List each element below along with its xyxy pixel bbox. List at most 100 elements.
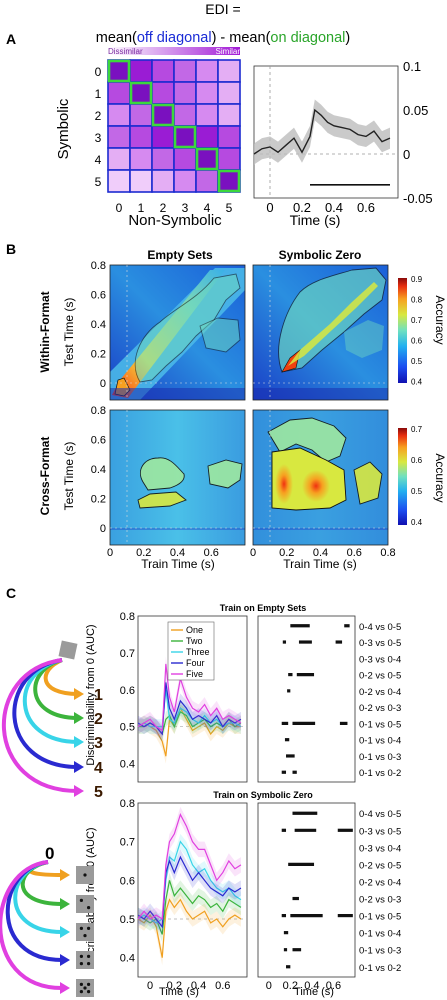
matrix-cell bbox=[129, 147, 153, 171]
accuracy-colorbar-within bbox=[398, 278, 407, 383]
number-label: 5 bbox=[94, 784, 103, 801]
colorbar-tick-cross: 0.6 bbox=[411, 456, 423, 465]
diagonal-cell-outline bbox=[151, 103, 175, 127]
matrix-x-tick: 2 bbox=[160, 201, 167, 215]
auc-x-tick: 0.2 bbox=[167, 980, 182, 992]
auc-error-band bbox=[138, 849, 241, 935]
comparison-label: 0-4 vs 0-5 bbox=[359, 622, 401, 633]
comparison-label: 0-3 vs 0-4 bbox=[359, 654, 401, 665]
colorbar-tick-within: 0.9 bbox=[411, 275, 423, 284]
matrix-cell bbox=[173, 125, 197, 149]
colorbar-tick-cross: 0.5 bbox=[411, 487, 423, 496]
edi-y-tick: 0.05 bbox=[403, 103, 428, 118]
heatmap-x-tick: 0.2 bbox=[279, 547, 294, 559]
edi-formula: mean(off diagonal) - mean(on diagonal) bbox=[96, 30, 351, 46]
matrix-cell bbox=[173, 59, 197, 83]
auc-y-tick: 0.5 bbox=[120, 914, 135, 926]
heatmap-x-tick: 0.6 bbox=[347, 547, 362, 559]
heatmap-y-tick: 0.2 bbox=[91, 494, 106, 506]
matrix-cell bbox=[195, 81, 219, 105]
colorbar-tick-within: 0.6 bbox=[411, 337, 423, 346]
heatmap-x-tick: 0.6 bbox=[204, 547, 219, 559]
legend-entry: Five bbox=[186, 669, 203, 679]
matrix-cell bbox=[151, 81, 175, 105]
legend-entry: One bbox=[186, 625, 203, 635]
similarity-colorbar bbox=[108, 47, 240, 55]
edi-y-tick: -0.05 bbox=[403, 191, 433, 206]
matrix-cell bbox=[129, 81, 153, 105]
comparison-label: 0-1 vs 0-5 bbox=[359, 912, 401, 923]
matrix-cell bbox=[129, 125, 153, 149]
comparison-label: 0-1 vs 0-3 bbox=[359, 946, 401, 957]
schematic-zero-to-dots: 0 bbox=[0, 844, 94, 997]
sig-xlabel: Time (s) bbox=[294, 986, 334, 998]
within-ylabel: Test Time (s) bbox=[62, 298, 76, 367]
comparison-label: 0-1 vs 0-4 bbox=[359, 929, 401, 940]
number-label: 4 bbox=[94, 760, 103, 777]
heatmap-within-symbolic-zero bbox=[253, 265, 388, 400]
auc-y-tick: 0.8 bbox=[120, 798, 135, 810]
matrix-y-tick: 1 bbox=[95, 87, 102, 101]
number-label: 3 bbox=[94, 735, 103, 752]
comparison-label: 0-2 vs 0-4 bbox=[359, 877, 401, 888]
arrow-head-icon bbox=[60, 982, 70, 994]
comparison-label: 0-1 vs 0-2 bbox=[359, 963, 401, 974]
arrow-head-icon bbox=[74, 761, 84, 773]
diagonal-cell-outline bbox=[173, 125, 197, 149]
diagonal-cell-outline bbox=[107, 59, 131, 83]
heatmap-y-tick: 0 bbox=[100, 523, 106, 535]
diagonal-cell-outline bbox=[129, 81, 153, 105]
dot-icon bbox=[87, 990, 91, 994]
comparison-label: 0-2 vs 0-3 bbox=[359, 895, 401, 906]
heatmap-frame bbox=[252, 409, 389, 546]
significance-x-tick: 0.2 bbox=[283, 980, 298, 992]
arrow-head-icon bbox=[60, 898, 70, 910]
legend-entry: Two bbox=[186, 636, 203, 646]
matrix-cell bbox=[107, 125, 131, 149]
col-title-empty-sets: Empty Sets bbox=[147, 248, 213, 262]
colorbar-label-cross: Accuracy bbox=[433, 453, 447, 502]
edi-x-tick: 0 bbox=[266, 200, 273, 215]
heatmap-x-tick: 0.2 bbox=[136, 547, 151, 559]
heatmap-y-tick: 0.8 bbox=[91, 405, 106, 417]
significance-axes-box bbox=[257, 615, 356, 783]
col-title-symbolic-zero: Symbolic Zero bbox=[279, 248, 362, 262]
similarity-matrix bbox=[107, 59, 241, 193]
cross-ylabel: Test Time (s) bbox=[62, 442, 76, 511]
dot-array-icon bbox=[76, 951, 94, 969]
auc-y-tick: 0.5 bbox=[120, 722, 135, 734]
cross-empty-xlabel: Train Time (s) bbox=[141, 557, 215, 571]
dot-icon bbox=[79, 990, 83, 994]
dot-icon bbox=[87, 982, 91, 987]
matrix-cell bbox=[151, 59, 175, 83]
auc-series-line bbox=[137, 706, 241, 757]
edi-x-tick: 0.6 bbox=[357, 200, 375, 215]
matrix-cell bbox=[173, 81, 197, 105]
matrix-x-tick: 1 bbox=[138, 201, 145, 215]
edi-y-tick: 0.1 bbox=[403, 59, 421, 74]
heatmap-y-tick: 0.6 bbox=[91, 290, 106, 302]
auc-y-tick: 0.6 bbox=[120, 875, 135, 887]
number-label: 2 bbox=[94, 711, 103, 728]
auc-series-line bbox=[137, 898, 242, 958]
heatmap-x-tick: 0 bbox=[107, 547, 113, 559]
comparison-label: 0-1 vs 0-3 bbox=[359, 752, 401, 763]
matrix-cell bbox=[217, 125, 241, 149]
comparison-label: 0-2 vs 0-4 bbox=[359, 687, 401, 698]
matrix-cell bbox=[173, 103, 197, 127]
dot-array-icon bbox=[76, 923, 94, 941]
dot-icon bbox=[83, 934, 87, 938]
matrix-cell bbox=[129, 169, 153, 193]
auc-error-band bbox=[138, 891, 241, 966]
arrow-head-icon bbox=[60, 869, 70, 881]
legend-box bbox=[167, 621, 215, 681]
colorbar-label-within: Accuracy bbox=[433, 295, 447, 344]
auc-error-band bbox=[138, 656, 241, 738]
dot-icon bbox=[83, 873, 87, 877]
auc-error-band bbox=[138, 682, 241, 735]
auc-axes-box bbox=[137, 802, 248, 978]
comparison-label: 0-1 vs 0-4 bbox=[359, 736, 401, 747]
matrix-x-tick: 0 bbox=[116, 201, 123, 215]
